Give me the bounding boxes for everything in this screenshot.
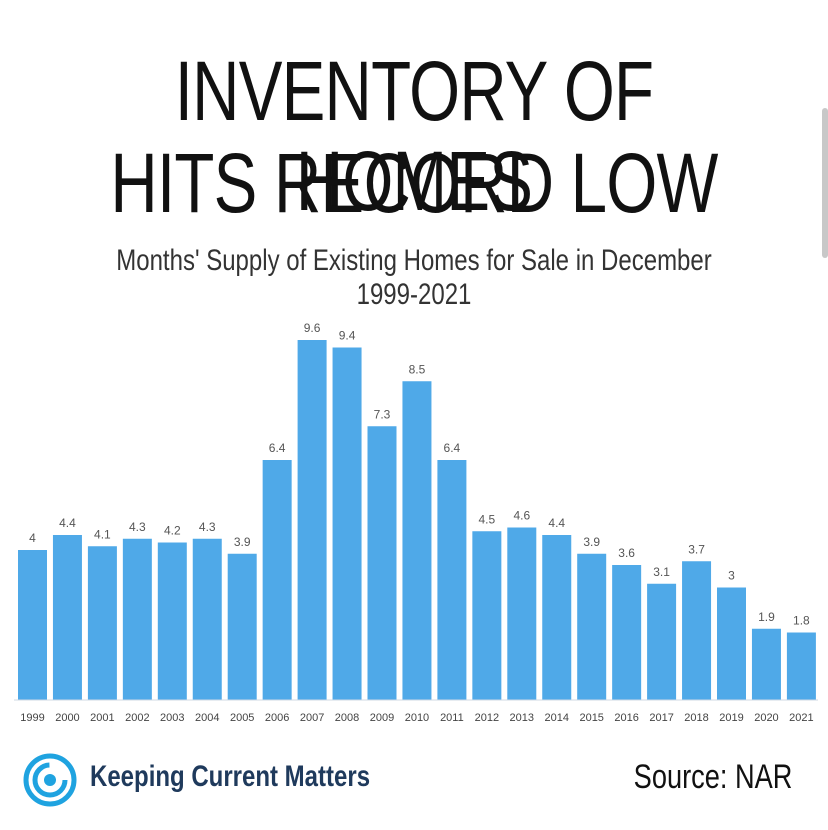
bar-2021 <box>786 632 816 700</box>
bar-2003 <box>157 542 187 700</box>
data-label-2014: 4.4 <box>548 516 565 530</box>
data-label-2009: 7.3 <box>374 407 391 421</box>
data-label-2019: 3 <box>728 569 735 583</box>
x-tick-labels: 1999 2000 2001 2002 2003 2004 2005 2006 2007 2008… <box>20 712 813 724</box>
bar-2012 <box>472 531 502 700</box>
x-tick-2000: 2000 <box>55 712 79 724</box>
swirl-logo-icon <box>23 753 77 807</box>
bar-2005 <box>227 553 257 700</box>
bar-2016 <box>612 565 642 700</box>
x-tick-2018: 2018 <box>684 712 708 724</box>
bar-2017 <box>647 583 677 700</box>
bar-2011 <box>437 460 467 700</box>
data-label-2004: 4.3 <box>199 520 216 534</box>
x-tick-2021: 2021 <box>789 712 813 724</box>
bar-2009 <box>367 426 397 700</box>
data-label-2005: 3.9 <box>234 535 251 549</box>
bar-2019 <box>717 587 746 700</box>
scrollbar-thumb[interactable] <box>822 108 828 258</box>
data-label-2006: 6.4 <box>269 441 286 455</box>
x-tick-2017: 2017 <box>649 712 673 724</box>
x-tick-2004: 2004 <box>195 712 219 724</box>
bar-1999 <box>18 550 47 700</box>
data-label-2018: 3.7 <box>688 542 705 556</box>
x-tick-2014: 2014 <box>545 712 569 724</box>
x-tick-2003: 2003 <box>160 712 184 724</box>
x-tick-2015: 2015 <box>579 712 603 724</box>
bar-series <box>18 340 816 700</box>
x-tick-2012: 2012 <box>475 712 499 724</box>
x-tick-2008: 2008 <box>335 712 359 724</box>
data-label-2001: 4.1 <box>94 527 111 541</box>
chart-title-line-2: HITS RECORD LOW <box>110 136 718 230</box>
data-labels: 4 4.4 4.1 4.3 4.2 4.3 3.9 6.4 9.6 9.4 7.3 8.5 6.4 4.5… <box>29 321 810 628</box>
data-label-2016: 3.6 <box>618 546 635 560</box>
x-tick-2005: 2005 <box>230 712 254 724</box>
bar-2001 <box>87 546 117 700</box>
x-tick-2001: 2001 <box>90 712 114 724</box>
bar-2018 <box>682 561 712 700</box>
data-label-2012: 4.5 <box>479 512 496 526</box>
bar-2000 <box>52 535 82 700</box>
x-tick-1999: 1999 <box>20 712 44 724</box>
data-label-1999: 4 <box>29 531 36 545</box>
x-tick-2019: 2019 <box>719 712 743 724</box>
data-label-2011: 6.4 <box>444 441 461 455</box>
data-label-2017: 3.1 <box>653 565 670 579</box>
chart-title-line-1: INVENTORY OF HOMES <box>174 44 654 228</box>
bar-2007 <box>297 340 327 700</box>
bar-2015 <box>577 553 607 700</box>
bar-chart: 4 4.4 4.1 4.3 4.2 4.3 3.9 6.4 9.6 9.4 7.3 8.5 6.4 4.5… <box>14 321 818 724</box>
source-note: Source: NAR <box>633 758 792 796</box>
bar-2004 <box>192 538 222 700</box>
data-label-2021: 1.8 <box>793 614 810 628</box>
x-tick-2006: 2006 <box>265 712 289 724</box>
chart-subtitle: Months' Supply of Existing Homes for Sal… <box>116 244 712 311</box>
data-label-2008: 9.4 <box>339 329 356 343</box>
x-tick-2020: 2020 <box>754 712 778 724</box>
x-tick-2016: 2016 <box>614 712 638 724</box>
x-tick-2011: 2011 <box>440 712 464 724</box>
x-tick-2013: 2013 <box>510 712 534 724</box>
data-label-2003: 4.2 <box>164 524 181 538</box>
bar-2014 <box>542 535 572 700</box>
data-label-2013: 4.6 <box>513 509 530 523</box>
data-label-2010: 8.5 <box>409 362 426 376</box>
data-label-2007: 9.6 <box>304 321 321 335</box>
data-label-2015: 3.9 <box>583 535 600 549</box>
x-tick-2002: 2002 <box>125 712 149 724</box>
bar-2020 <box>751 628 781 700</box>
x-tick-2007: 2007 <box>300 712 324 724</box>
bar-2002 <box>122 538 152 700</box>
data-label-2000: 4.4 <box>59 516 76 530</box>
data-label-2002: 4.3 <box>129 520 146 534</box>
brand-name: Keeping Current Matters <box>90 760 371 793</box>
x-tick-2009: 2009 <box>370 712 394 724</box>
x-tick-2010: 2010 <box>405 712 429 724</box>
bar-2006 <box>262 460 292 700</box>
bar-2013 <box>507 527 537 700</box>
data-label-2020: 1.9 <box>758 610 775 624</box>
bar-2008 <box>332 347 362 700</box>
bar-2010 <box>402 381 432 700</box>
